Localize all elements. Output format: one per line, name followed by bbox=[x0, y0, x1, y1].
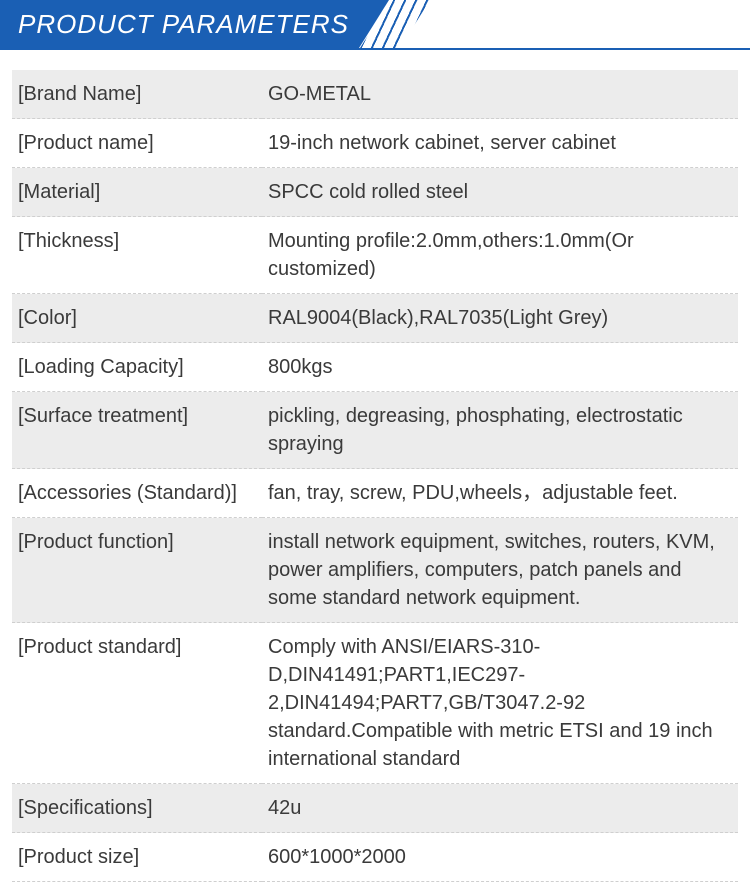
param-label: [Material] bbox=[12, 168, 262, 217]
param-value: SPCC cold rolled steel bbox=[262, 168, 738, 217]
parameters-table: [Brand Name]GO-METAL[Product name]19-inc… bbox=[12, 70, 738, 882]
param-value: GO-METAL bbox=[262, 70, 738, 119]
param-value: RAL9004(Black),RAL7035(Light Grey) bbox=[262, 294, 738, 343]
page-container: PRODUCT PARAMETERS [Brand Name]GO-METAL[… bbox=[0, 0, 750, 882]
param-label: [Product size] bbox=[12, 833, 262, 882]
param-label: [Product standard] bbox=[12, 623, 262, 784]
header-banner: PRODUCT PARAMETERS bbox=[0, 0, 750, 50]
table-row: [Specifications]42u bbox=[12, 784, 738, 833]
param-label: [Surface treatment] bbox=[12, 392, 262, 469]
table-row: [Surface treatment]pickling, degreasing,… bbox=[12, 392, 738, 469]
param-value: 600*1000*2000 bbox=[262, 833, 738, 882]
table-row: [Loading Capacity]800kgs bbox=[12, 343, 738, 392]
param-value: fan, tray, screw, PDU,wheels，adjustable … bbox=[262, 469, 738, 518]
param-label: [Brand Name] bbox=[12, 70, 262, 119]
param-value: Mounting profile:2.0mm,others:1.0mm(Or c… bbox=[262, 217, 738, 294]
param-label: [Product name] bbox=[12, 119, 262, 168]
param-value: 19-inch network cabinet, server cabinet bbox=[262, 119, 738, 168]
table-row: [Thickness]Mounting profile:2.0mm,others… bbox=[12, 217, 738, 294]
param-value: Comply with ANSI/EIARS-310-D,DIN41491;PA… bbox=[262, 623, 738, 784]
table-row: [Product standard]Comply with ANSI/EIARS… bbox=[12, 623, 738, 784]
table-row: [Accessories (Standard)]fan, tray, screw… bbox=[12, 469, 738, 518]
param-label: [Accessories (Standard)] bbox=[12, 469, 262, 518]
table-row: [Material]SPCC cold rolled steel bbox=[12, 168, 738, 217]
parameters-tbody: [Brand Name]GO-METAL[Product name]19-inc… bbox=[12, 70, 738, 882]
param-label: [Loading Capacity] bbox=[12, 343, 262, 392]
page-title: PRODUCT PARAMETERS bbox=[0, 0, 389, 48]
table-row: [Product size]600*1000*2000 bbox=[12, 833, 738, 882]
param-value: 42u bbox=[262, 784, 738, 833]
table-row: [Brand Name]GO-METAL bbox=[12, 70, 738, 119]
param-label: [Color] bbox=[12, 294, 262, 343]
table-row: [Product function]install network equipm… bbox=[12, 518, 738, 623]
param-label: [Thickness] bbox=[12, 217, 262, 294]
table-row: [Color]RAL9004(Black),RAL7035(Light Grey… bbox=[12, 294, 738, 343]
param-value: 800kgs bbox=[262, 343, 738, 392]
table-row: [Product name]19-inch network cabinet, s… bbox=[12, 119, 738, 168]
param-label: [Product function] bbox=[12, 518, 262, 623]
param-value: pickling, degreasing, phosphating, elect… bbox=[262, 392, 738, 469]
param-value: install network equipment, switches, rou… bbox=[262, 518, 738, 623]
param-label: [Specifications] bbox=[12, 784, 262, 833]
